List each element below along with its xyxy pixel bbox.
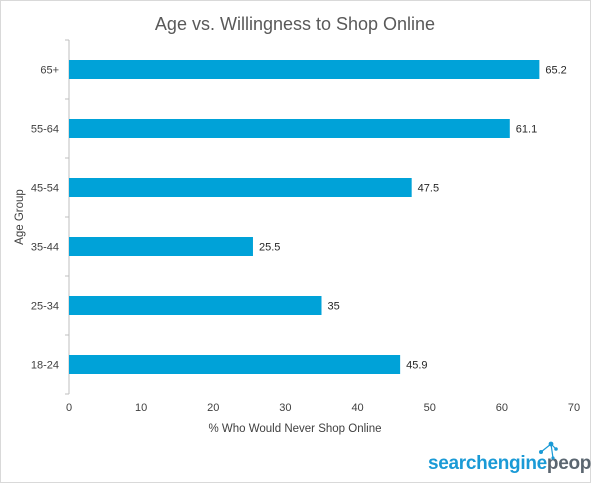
y-category-label-45-54: 45-54 bbox=[31, 183, 59, 195]
x-axis-title: % Who Would Never Shop Online bbox=[208, 423, 381, 435]
x-tick-label: 10 bbox=[135, 402, 147, 414]
y-category-label-18-24: 18-24 bbox=[31, 360, 59, 372]
bars-group: 65.2 61.1 47.5 25.5 35 45.9 bbox=[69, 60, 567, 374]
logo-text-part1: searchengine bbox=[428, 453, 547, 474]
bar-65+ bbox=[69, 60, 540, 79]
y-category-label-65+: 65+ bbox=[40, 65, 59, 77]
x-ticks-group: 0 10 20 30 40 50 60 70 bbox=[66, 402, 580, 414]
data-label-65+: 65.2 bbox=[545, 65, 566, 77]
x-tick-label: 40 bbox=[351, 402, 363, 414]
chart-title: Age vs. Willingness to Shop Online bbox=[155, 14, 435, 34]
x-tick-label: 30 bbox=[279, 402, 291, 414]
bar-35-44 bbox=[69, 237, 253, 256]
data-label-45-54: 47.5 bbox=[418, 183, 439, 195]
data-label-25-34: 35 bbox=[328, 301, 340, 313]
bar-45-54 bbox=[69, 178, 412, 197]
svg-text:searchenginepeople: searchenginepeople bbox=[428, 453, 591, 474]
x-tick-label: 50 bbox=[424, 402, 436, 414]
brand-logo: searchenginepeople bbox=[428, 441, 591, 474]
x-tick-label: 70 bbox=[568, 402, 580, 414]
network-nodes-icon bbox=[539, 441, 558, 460]
bar-55-64 bbox=[69, 119, 510, 138]
data-label-55-64: 61.1 bbox=[516, 124, 537, 136]
bar-25-34 bbox=[69, 296, 322, 315]
bar-18-24 bbox=[69, 355, 401, 374]
y-category-label-25-34: 25-34 bbox=[31, 301, 59, 313]
data-label-18-24: 45.9 bbox=[406, 360, 427, 372]
y-category-label-35-44: 35-44 bbox=[31, 242, 59, 254]
x-tick-label: 20 bbox=[207, 402, 219, 414]
data-label-35-44: 25.5 bbox=[259, 242, 280, 254]
logo-text-part2: people bbox=[547, 453, 591, 474]
x-tick-label: 60 bbox=[496, 402, 508, 414]
x-tick-label: 0 bbox=[66, 402, 72, 414]
y-categories-group: 65+ 55-64 45-54 35-44 25-34 18-24 bbox=[31, 39, 69, 395]
y-axis-title: Age Group bbox=[14, 189, 26, 245]
y-category-label-55-64: 55-64 bbox=[31, 124, 59, 136]
